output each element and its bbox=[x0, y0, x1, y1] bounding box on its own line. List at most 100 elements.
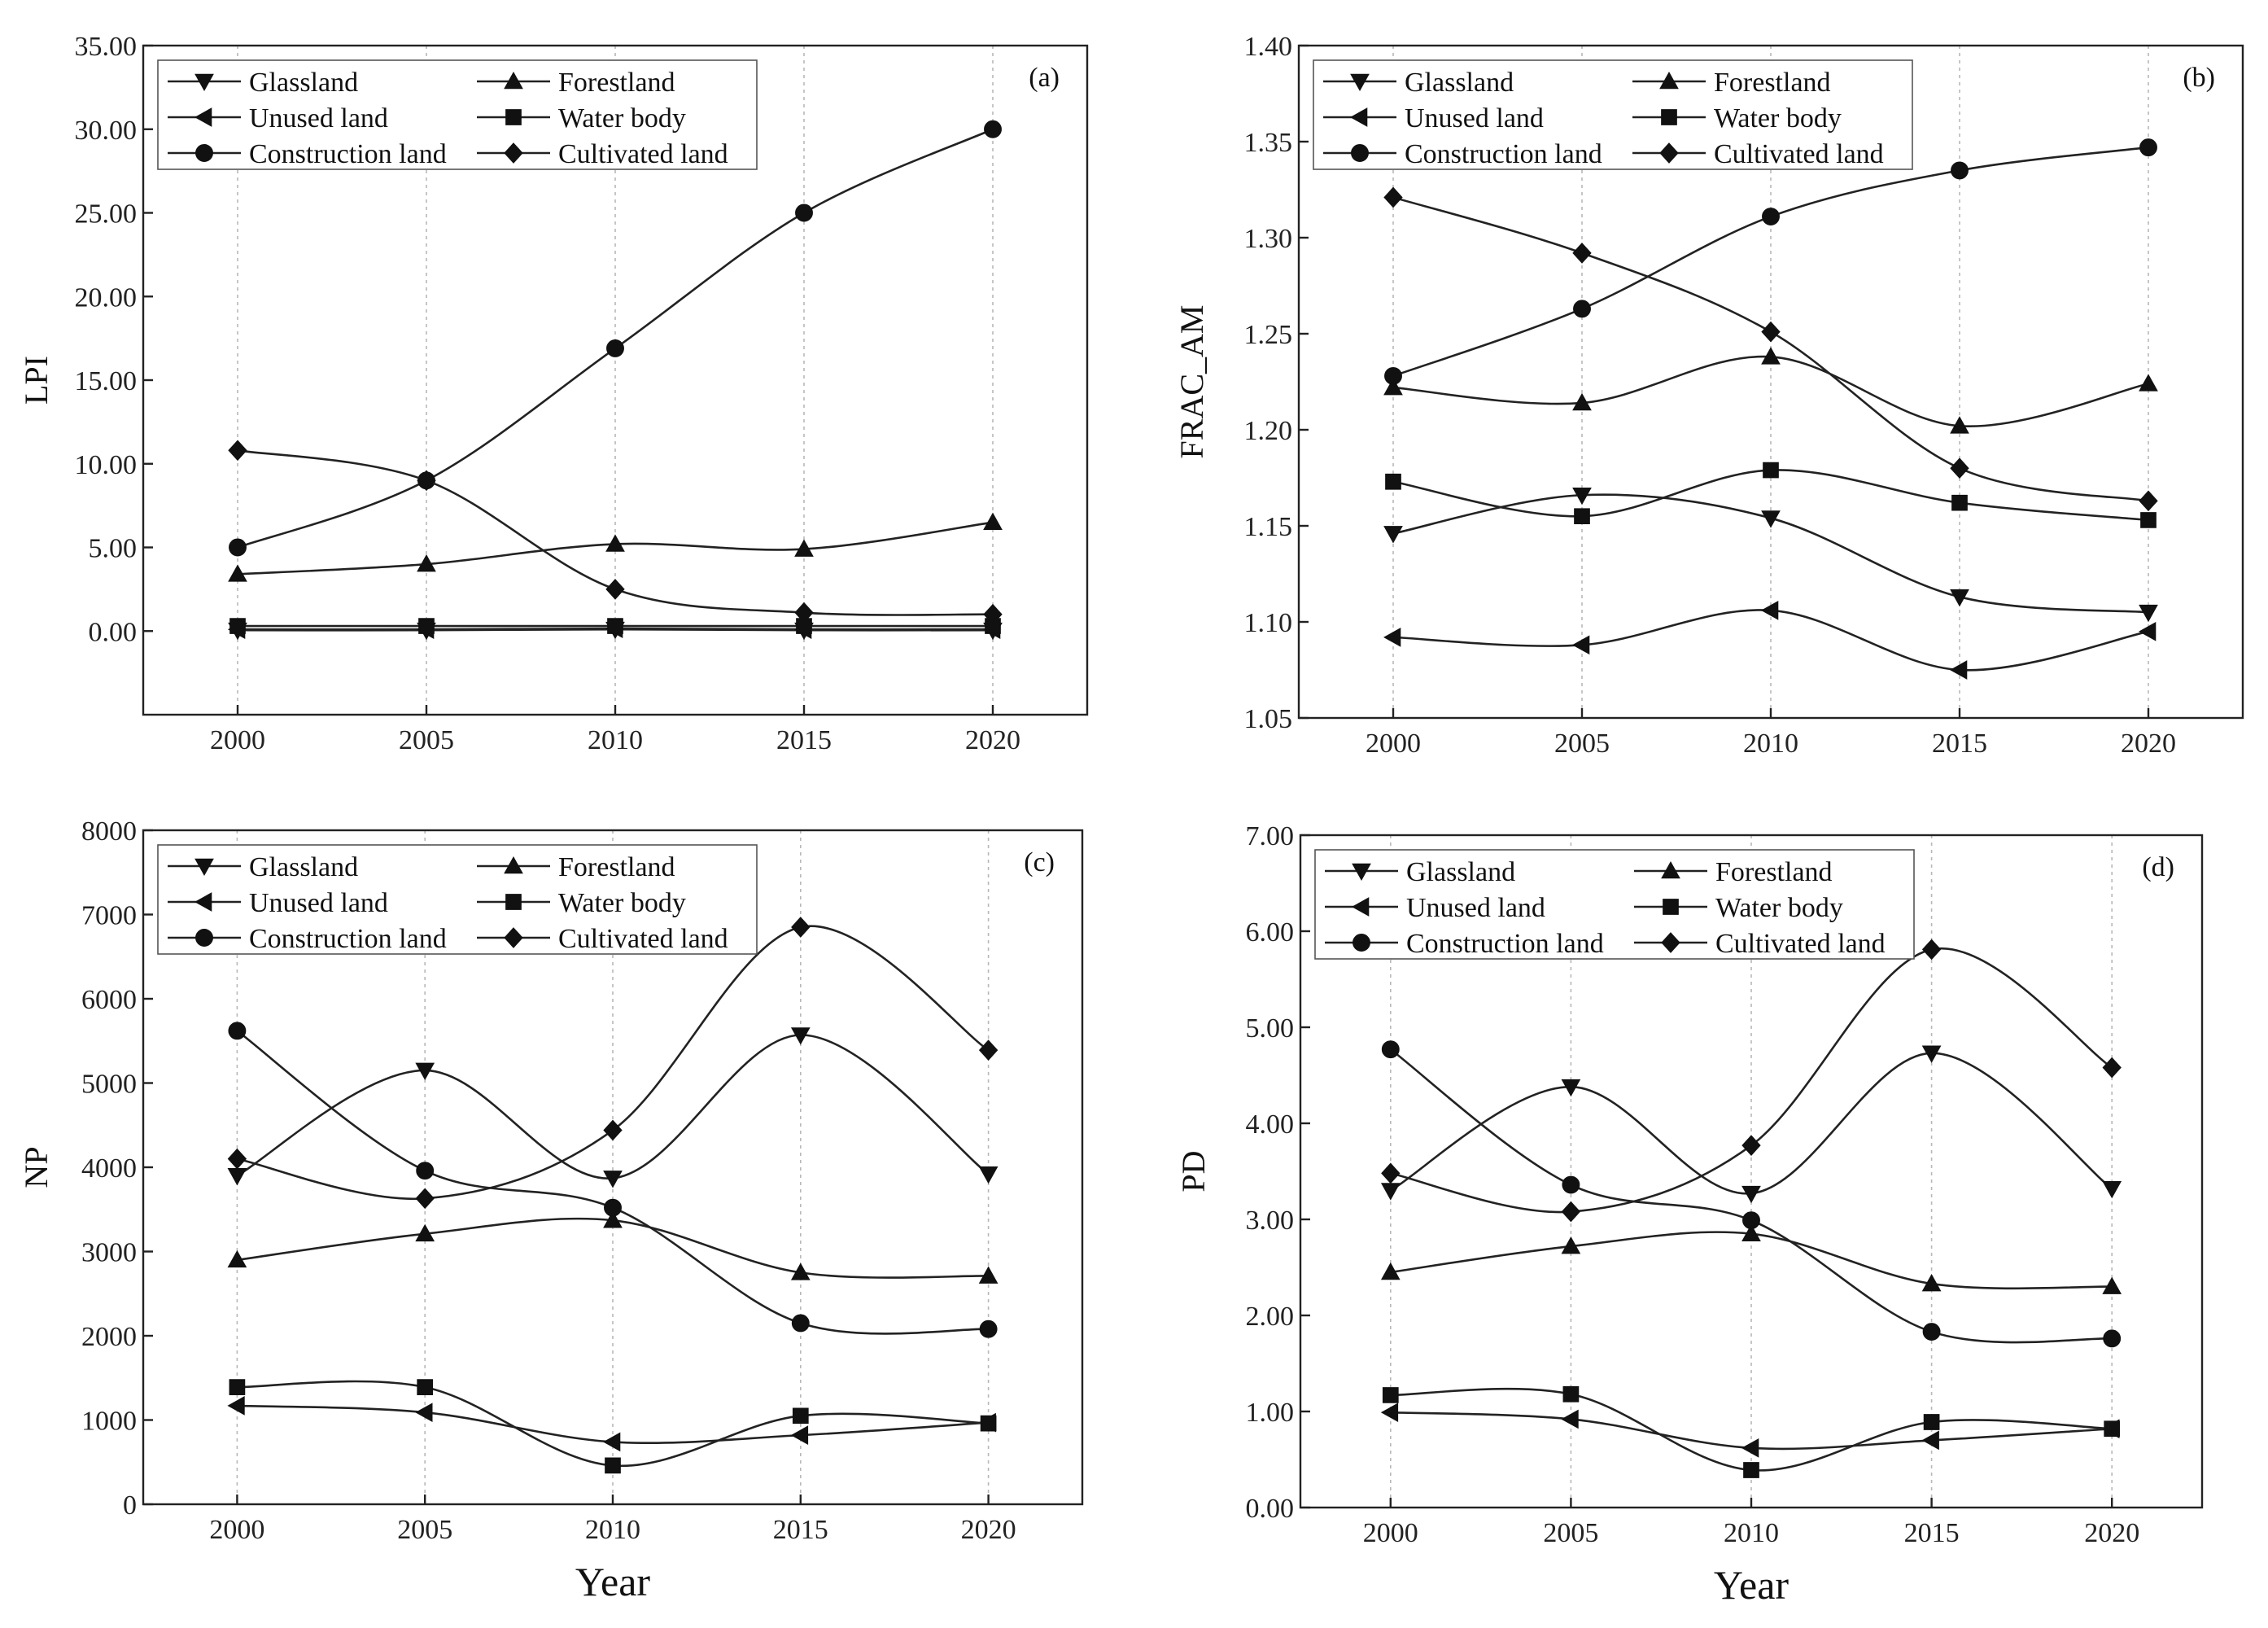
point-cultivated bbox=[415, 1188, 435, 1210]
point-forestland bbox=[790, 1263, 811, 1280]
point-construction bbox=[795, 204, 813, 222]
point-forestland bbox=[227, 1249, 247, 1268]
x-tick-label: 2000 bbox=[1363, 1518, 1418, 1548]
legend-label-cultivated: Cultivated land bbox=[1714, 139, 1884, 169]
legend-marker-forestland bbox=[1659, 71, 1679, 90]
point-glassland bbox=[1950, 589, 1969, 607]
legend-label-water: Water body bbox=[1715, 893, 1843, 923]
legend-marker-water bbox=[505, 109, 522, 125]
x-tick-label: 2000 bbox=[1366, 729, 1421, 759]
y-tick-label: 1.30 bbox=[1244, 224, 1293, 254]
point-construction bbox=[2139, 138, 2157, 157]
point-water bbox=[2140, 512, 2157, 528]
y-tick-label: 6.00 bbox=[1246, 917, 1295, 947]
series-line-cultivated bbox=[1390, 947, 2113, 1214]
point-forestland bbox=[228, 564, 247, 582]
chart-panel-c: 0 1000 2000 3000 4000 5000 6000 7000 8000 2000 200… bbox=[18, 816, 1084, 1604]
point-unused bbox=[602, 1432, 621, 1452]
point-construction bbox=[1384, 366, 1402, 385]
legend-marker-water bbox=[1661, 109, 1677, 125]
point-unused bbox=[1921, 1430, 1939, 1451]
point-construction bbox=[1951, 161, 1969, 180]
series-line-construction bbox=[237, 128, 994, 549]
legend-label-unused: Unused land bbox=[1406, 893, 1545, 923]
point-water bbox=[607, 618, 623, 634]
x-tick-label: 2005 bbox=[397, 1515, 452, 1545]
x-axis-title: Year bbox=[575, 1559, 650, 1604]
legend-label-cultivated: Cultivated land bbox=[558, 924, 728, 954]
point-glassland bbox=[1741, 1185, 1761, 1204]
point-glassland bbox=[1921, 1045, 1942, 1063]
point-water bbox=[1574, 508, 1590, 525]
point-construction bbox=[1762, 208, 1780, 225]
x-tick-label: 2005 bbox=[1543, 1518, 1598, 1548]
point-unused bbox=[1949, 660, 1968, 680]
panel-label: (d) bbox=[2142, 852, 2174, 882]
point-construction bbox=[604, 1198, 622, 1217]
x-tick-label: 2020 bbox=[961, 1515, 1016, 1545]
point-construction bbox=[1562, 1175, 1580, 1194]
y-tick-label: 1.35 bbox=[1244, 128, 1293, 158]
point-forestland bbox=[603, 1210, 623, 1228]
legend-label-construction: Construction land bbox=[249, 139, 447, 169]
point-cultivated bbox=[1741, 1135, 1761, 1156]
point-unused bbox=[1380, 1403, 1399, 1423]
legend-marker-cultivated bbox=[1659, 142, 1679, 164]
legend-label-unused: Unused land bbox=[249, 888, 388, 918]
point-forestland bbox=[978, 1266, 999, 1284]
point-cultivated bbox=[791, 917, 811, 938]
point-water bbox=[1382, 1387, 1399, 1403]
point-construction bbox=[1381, 1040, 1400, 1059]
point-water bbox=[980, 1415, 997, 1432]
point-glassland bbox=[415, 1062, 435, 1080]
point-unused bbox=[1561, 1409, 1579, 1429]
point-water bbox=[229, 618, 246, 634]
legend-marker-unused bbox=[194, 892, 212, 912]
point-construction bbox=[228, 1022, 247, 1040]
y-tick-label: 7.00 bbox=[1246, 821, 1295, 851]
y-tick-label: 1.40 bbox=[1244, 32, 1293, 62]
legend-label-water: Water body bbox=[558, 103, 686, 133]
point-cultivated bbox=[1761, 321, 1781, 343]
point-glassland bbox=[2139, 604, 2158, 623]
point-cultivated bbox=[417, 470, 436, 492]
legend bbox=[1313, 59, 1913, 170]
y-tick-label: 6000 bbox=[81, 985, 137, 1015]
y-tick-label: 4000 bbox=[81, 1153, 137, 1184]
point-cultivated bbox=[228, 440, 247, 462]
point-water bbox=[417, 1379, 434, 1395]
point-cultivated bbox=[227, 1148, 247, 1170]
x-tick-label: 2010 bbox=[585, 1515, 640, 1545]
point-forestland bbox=[415, 1223, 435, 1242]
point-water bbox=[1385, 473, 1401, 490]
point-forestland bbox=[1380, 1262, 1401, 1280]
y-tick-label: 4.00 bbox=[1246, 1109, 1295, 1140]
point-construction bbox=[229, 538, 247, 557]
point-forestland bbox=[983, 512, 1003, 530]
point-forestland bbox=[1741, 1223, 1761, 1241]
point-water bbox=[1743, 1462, 1759, 1478]
y-tick-label: 1.20 bbox=[1244, 416, 1293, 446]
x-tick-label: 2005 bbox=[1554, 729, 1610, 759]
point-glassland bbox=[2102, 1180, 2122, 1199]
y-tick-label: 20.00 bbox=[75, 282, 138, 313]
y-tick-label: 15.00 bbox=[75, 366, 138, 396]
y-tick-label: 35.00 bbox=[75, 32, 138, 62]
y-axis-title: NP bbox=[18, 1146, 55, 1188]
point-cultivated bbox=[983, 603, 1003, 625]
x-tick-label: 2020 bbox=[2084, 1518, 2139, 1548]
y-tick-label: 5.00 bbox=[1246, 1013, 1295, 1044]
point-cultivated bbox=[605, 579, 625, 600]
point-unused bbox=[1760, 600, 1779, 620]
point-cultivated bbox=[603, 1119, 623, 1141]
point-glassland bbox=[1380, 1183, 1401, 1201]
point-construction bbox=[1742, 1211, 1760, 1230]
x-tick-label: 2000 bbox=[209, 1515, 264, 1545]
x-axis-title: Year bbox=[1714, 1562, 1789, 1608]
point-unused bbox=[415, 1403, 433, 1423]
legend-marker-water bbox=[1663, 899, 1679, 915]
legend-marker-glassland bbox=[1350, 73, 1370, 92]
legend-marker-unused bbox=[194, 107, 212, 127]
legend-marker-cultivated bbox=[1661, 932, 1680, 953]
point-unused bbox=[1571, 635, 1590, 655]
